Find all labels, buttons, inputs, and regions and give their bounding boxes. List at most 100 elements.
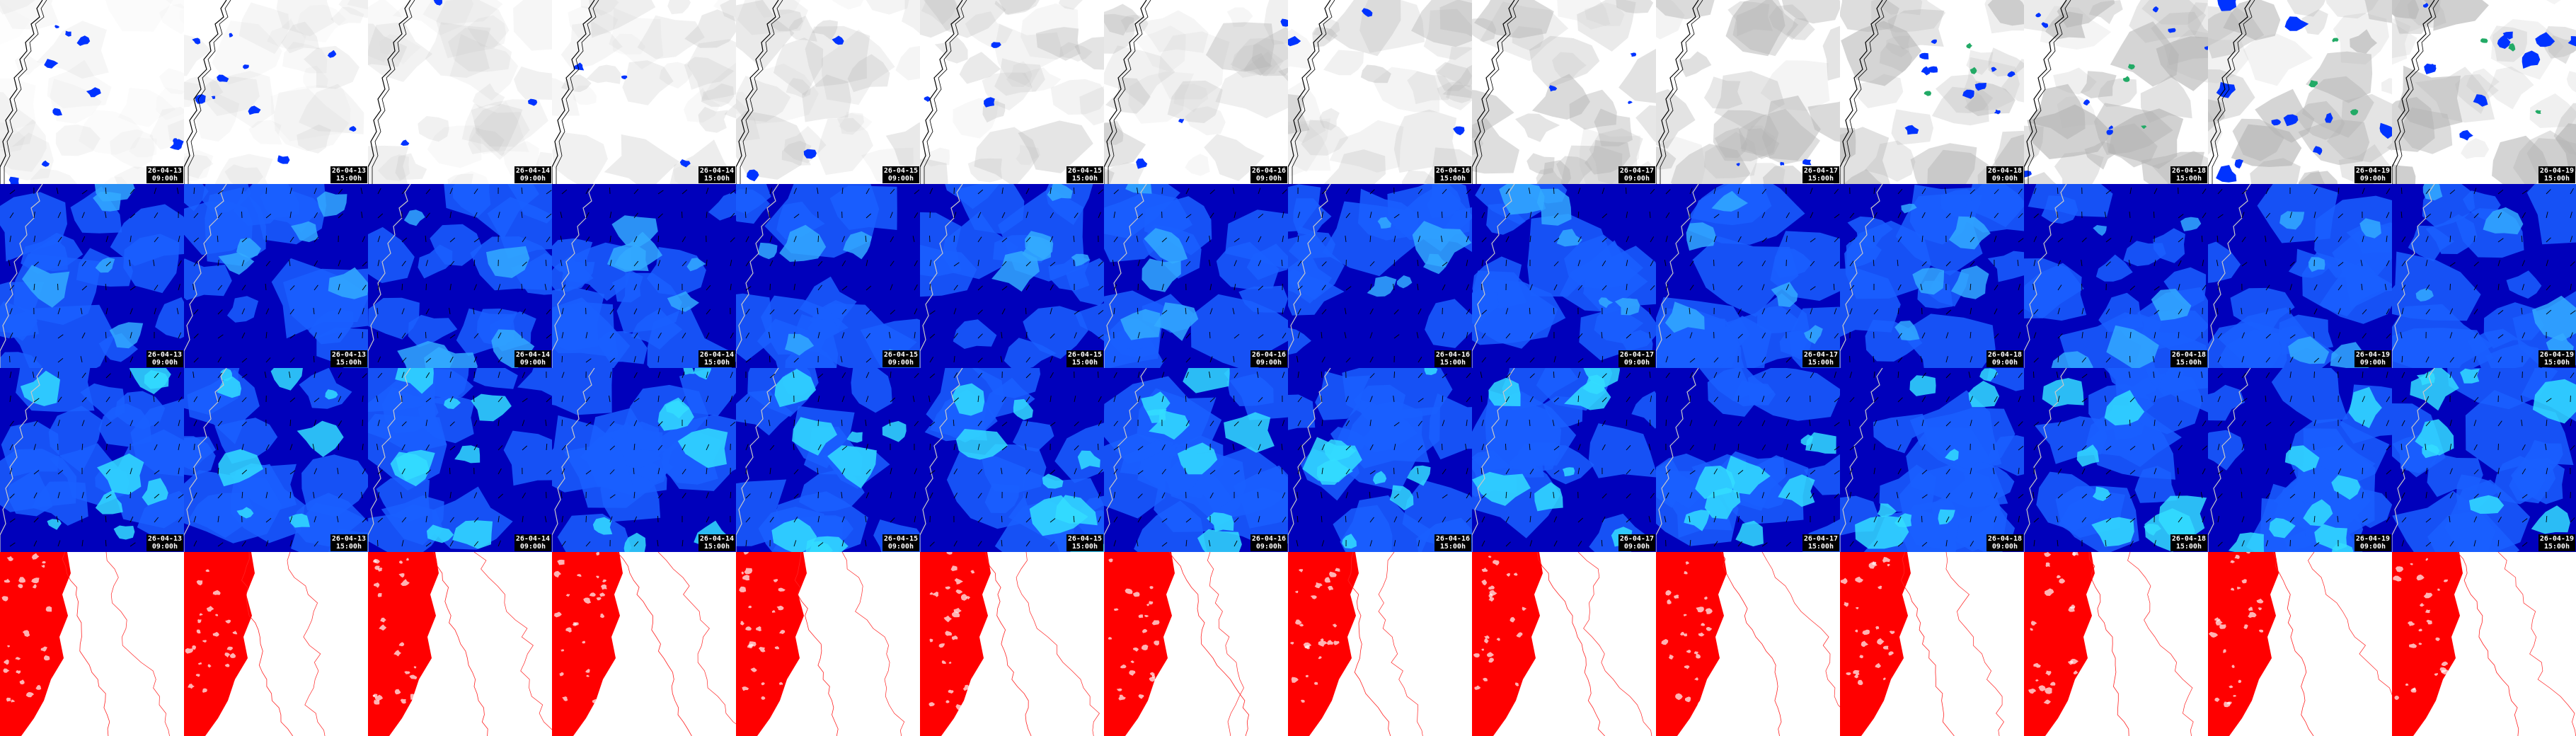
map-image: [920, 184, 1104, 368]
map-image: [1840, 184, 2024, 368]
timestamp-label: 26-04-15 15:00h: [1066, 534, 1103, 551]
timestamp-label: 26-04-16 09:00h: [1250, 166, 1287, 183]
map-image: [1840, 0, 2024, 184]
timestamp-time: 09:00h: [2359, 543, 2386, 551]
timestamp-time: 15:00h: [1439, 359, 1466, 367]
timestamp-time: 09:00h: [1255, 359, 1282, 367]
map-image: [184, 368, 368, 552]
map-image: [184, 184, 368, 368]
map-panel-contours: [1656, 552, 1840, 736]
timestamp-date: 26-04-19: [2539, 351, 2574, 359]
timestamp-time: 09:00h: [519, 543, 546, 551]
map-panel-wind-low: 26-04-19 15:00h: [2392, 184, 2576, 368]
timestamp-time: 09:00h: [1991, 359, 2018, 367]
map-panel-contours: [736, 552, 920, 736]
map-panel-wind-high: 26-04-14 15:00h: [552, 368, 736, 552]
map-image: [1288, 0, 1472, 184]
map-panel-wind-high: 26-04-16 15:00h: [1288, 368, 1472, 552]
map-panel-wind-high: 26-04-15 09:00h: [736, 368, 920, 552]
map-image: [920, 552, 1104, 736]
map-panel-wind-low: 26-04-16 15:00h: [1288, 184, 1472, 368]
timestamp-time: 15:00h: [2175, 543, 2202, 551]
map-panel-cloud-precip: 26-04-18 09:00h: [1840, 0, 2024, 184]
timestamp-time: 15:00h: [2543, 175, 2570, 183]
timestamp-time: 15:00h: [2543, 359, 2570, 367]
timestamp-label: 26-04-14 15:00h: [698, 166, 735, 183]
map-panel-cloud-precip: 26-04-16 09:00h: [1104, 0, 1288, 184]
map-panel-cloud-precip: 26-04-14 09:00h: [368, 0, 552, 184]
map-panel-wind-high: 26-04-19 09:00h: [2208, 368, 2392, 552]
timestamp-date: 26-04-19: [2355, 535, 2390, 543]
timestamp-date: 26-04-14: [699, 351, 734, 359]
timestamp-date: 26-04-18: [2171, 167, 2206, 175]
map-image: [1104, 184, 1288, 368]
map-image: [0, 368, 184, 552]
map-image: [184, 552, 368, 736]
timestamp-label: 26-04-13 09:00h: [146, 534, 183, 551]
map-image: [552, 368, 736, 552]
timestamp-date: 26-04-17: [1803, 351, 1838, 359]
timestamp-label: 26-04-15 09:00h: [882, 166, 919, 183]
timestamp-date: 26-04-14: [699, 535, 734, 543]
timestamp-label: 26-04-14 15:00h: [698, 534, 735, 551]
timestamp-time: 15:00h: [1071, 359, 1098, 367]
timestamp-date: 26-04-14: [699, 167, 734, 175]
map-panel-wind-high: 26-04-15 15:00h: [920, 368, 1104, 552]
timestamp-time: 15:00h: [1439, 175, 1466, 183]
timestamp-label: 26-04-13 15:00h: [330, 166, 367, 183]
timestamp-date: 26-04-15: [883, 535, 918, 543]
timestamp-time: 15:00h: [1439, 543, 1466, 551]
map-panel-wind-low: 26-04-14 09:00h: [368, 184, 552, 368]
map-panel-wind-low: 26-04-14 15:00h: [552, 184, 736, 368]
map-image: [368, 184, 552, 368]
map-image: [1288, 184, 1472, 368]
timestamp-date: 26-04-15: [1067, 535, 1102, 543]
timestamp-date: 26-04-14: [515, 535, 550, 543]
timestamp-label: 26-04-18 09:00h: [1986, 350, 2023, 367]
map-image: [736, 0, 920, 184]
map-image: [2392, 552, 2576, 736]
timestamp-label: 26-04-19 15:00h: [2538, 350, 2575, 367]
map-panel-contours: [1840, 552, 2024, 736]
timestamp-label: 26-04-19 15:00h: [2538, 534, 2575, 551]
timestamp-label: 26-04-17 15:00h: [1802, 166, 1839, 183]
timestamp-label: 26-04-13 15:00h: [330, 534, 367, 551]
timestamp-label: 26-04-17 15:00h: [1802, 350, 1839, 367]
timestamp-label: 26-04-18 15:00h: [2170, 166, 2207, 183]
map-panel-cloud-precip: 26-04-13 09:00h: [0, 0, 184, 184]
timestamp-label: 26-04-17 09:00h: [1618, 350, 1655, 367]
timestamp-label: 26-04-17 09:00h: [1618, 534, 1655, 551]
timestamp-date: 26-04-16: [1251, 351, 1286, 359]
map-panel-contours: [1472, 552, 1656, 736]
map-panel-contours: [2024, 552, 2208, 736]
timestamp-time: 15:00h: [703, 359, 730, 367]
timestamp-time: 09:00h: [1623, 359, 1650, 367]
map-image: [1288, 552, 1472, 736]
timestamp-label: 26-04-19 15:00h: [2538, 166, 2575, 183]
timestamp-date: 26-04-13: [331, 535, 366, 543]
timestamp-label: 26-04-18 09:00h: [1986, 534, 2023, 551]
map-panel-contours: [184, 552, 368, 736]
timestamp-date: 26-04-13: [331, 351, 366, 359]
map-panel-contours: [368, 552, 552, 736]
map-panel-wind-low: 26-04-18 15:00h: [2024, 184, 2208, 368]
map-image: [2392, 368, 2576, 552]
timestamp-date: 26-04-17: [1803, 167, 1838, 175]
map-panel-cloud-precip: 26-04-14 15:00h: [552, 0, 736, 184]
timestamp-label: 26-04-14 09:00h: [514, 534, 551, 551]
timestamp-date: 26-04-16: [1435, 167, 1470, 175]
map-image: [1840, 368, 2024, 552]
map-image: [1656, 184, 1840, 368]
timestamp-label: 26-04-16 15:00h: [1434, 350, 1471, 367]
map-panel-contours: [2208, 552, 2392, 736]
timestamp-label: 26-04-16 15:00h: [1434, 534, 1471, 551]
map-panel-wind-low: 26-04-15 15:00h: [920, 184, 1104, 368]
timestamp-label: 26-04-16 09:00h: [1250, 534, 1287, 551]
map-image: [1472, 184, 1656, 368]
timestamp-label: 26-04-14 15:00h: [698, 350, 735, 367]
timestamp-time: 09:00h: [887, 543, 914, 551]
timestamp-time: 15:00h: [335, 175, 362, 183]
timestamp-date: 26-04-13: [331, 167, 366, 175]
map-image: [736, 184, 920, 368]
map-image: [1656, 0, 1840, 184]
